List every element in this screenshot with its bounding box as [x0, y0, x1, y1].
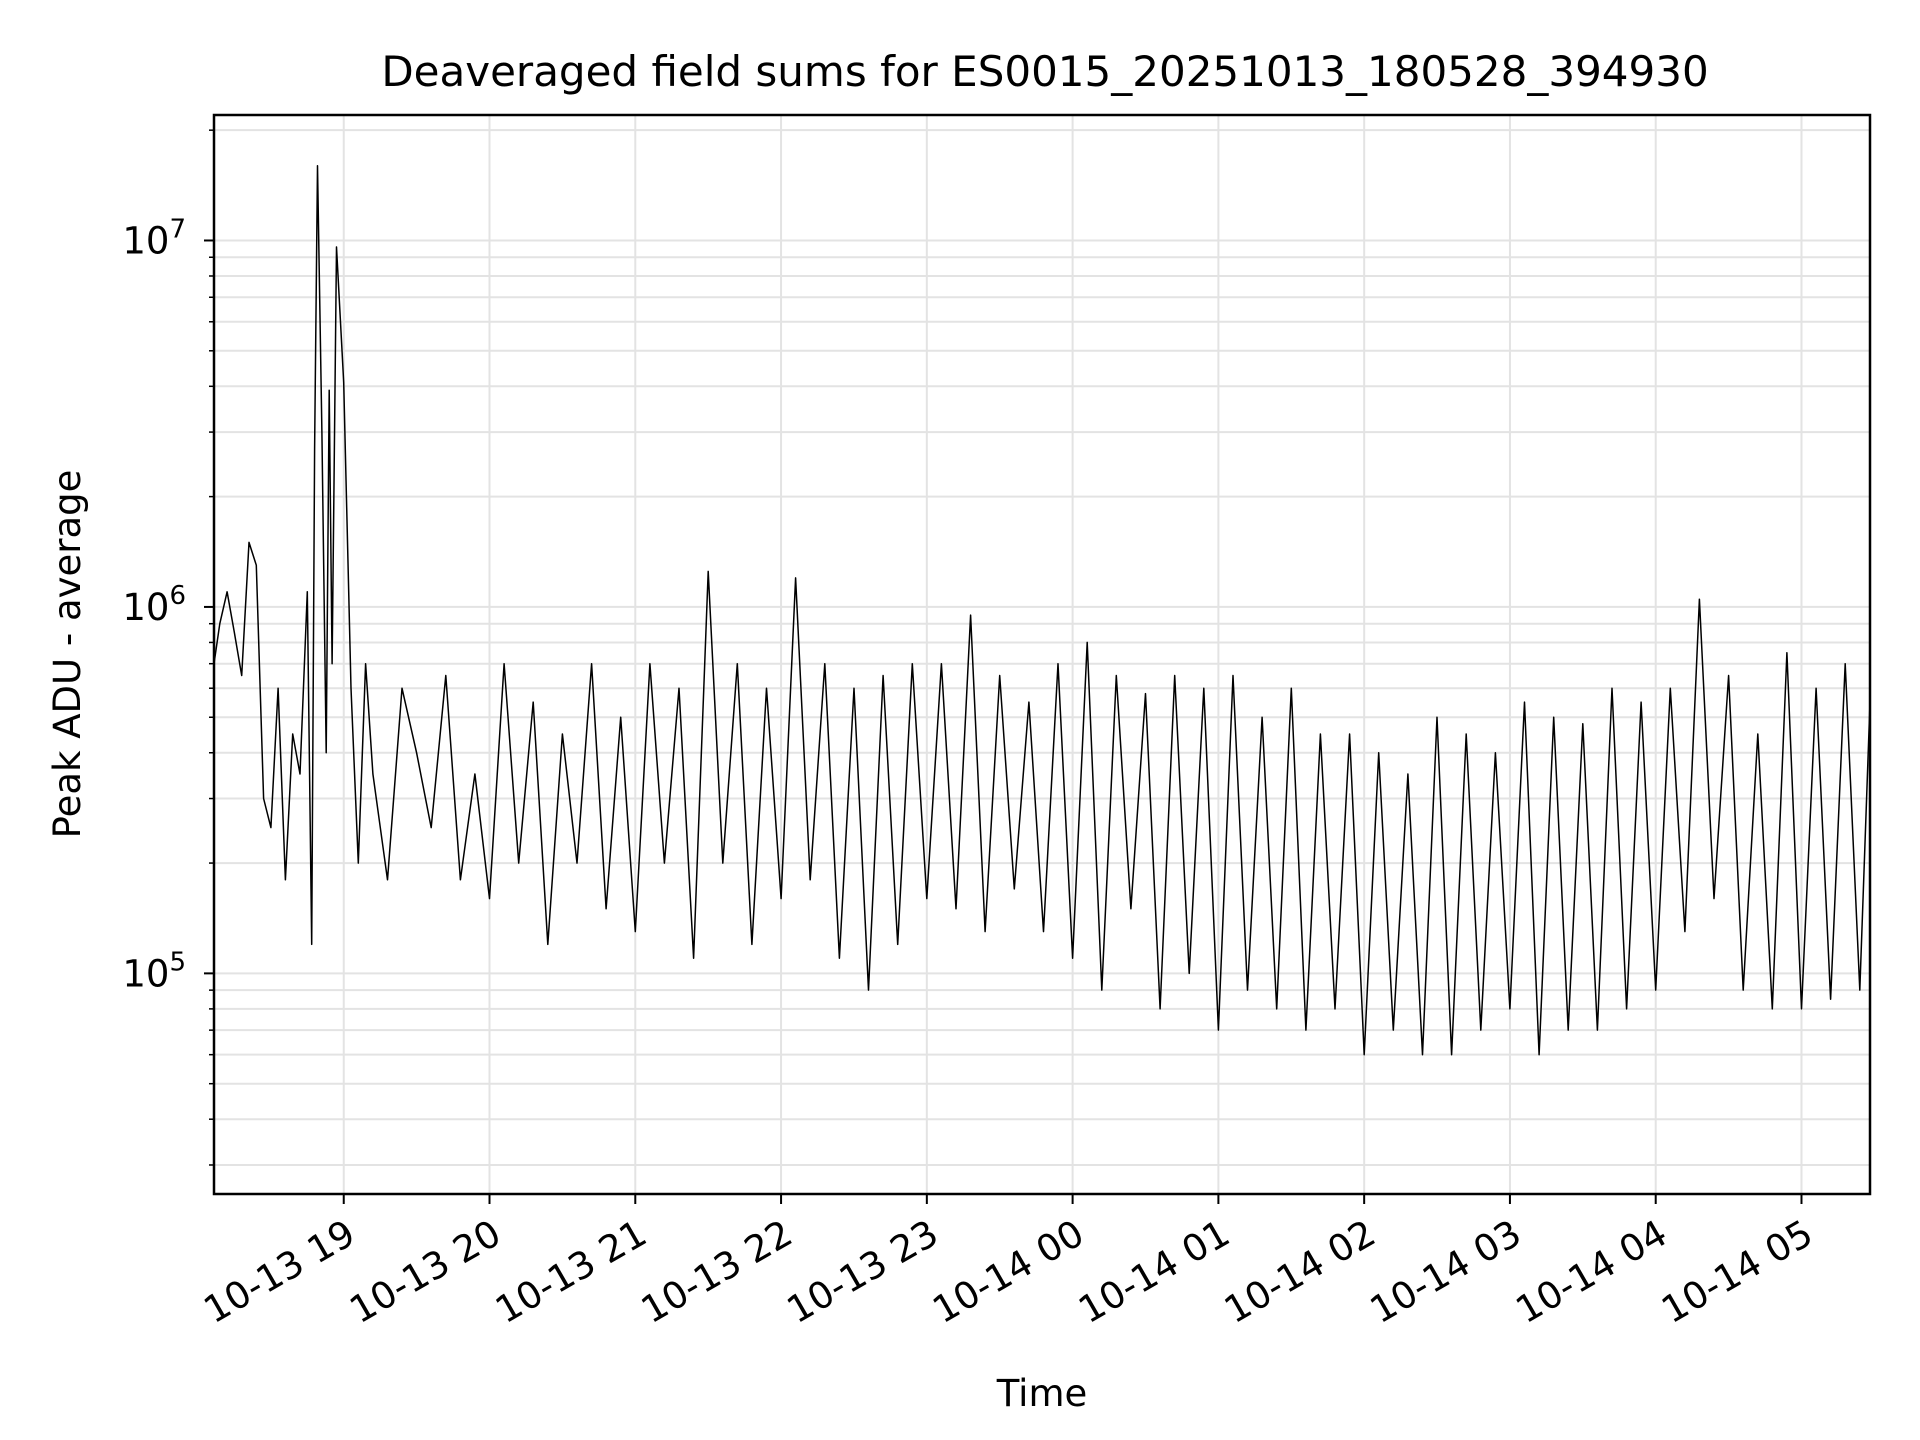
y-tick-exponent: 7: [169, 214, 186, 244]
y-tick-base: 10: [122, 952, 169, 995]
series-line: [214, 164, 1870, 1056]
y-tick-label: 106: [122, 581, 186, 629]
series-layer: [214, 164, 1870, 1056]
y-tick-label: 107: [122, 214, 186, 262]
x-axis-label: Time: [996, 1372, 1088, 1415]
y-tick-label: 105: [122, 947, 186, 995]
y-axis-label: Peak ADU - average: [46, 470, 89, 839]
grid: [214, 115, 1870, 1194]
y-tick-base: 10: [122, 586, 169, 629]
y-tick-exponent: 6: [169, 581, 186, 611]
plot-frame: [212, 113, 1872, 1196]
chart-title: Deaveraged field sums for ES0015_2025101…: [381, 47, 1708, 96]
y-tick-base: 10: [122, 219, 169, 262]
y-tick-exponent: 5: [169, 947, 186, 977]
